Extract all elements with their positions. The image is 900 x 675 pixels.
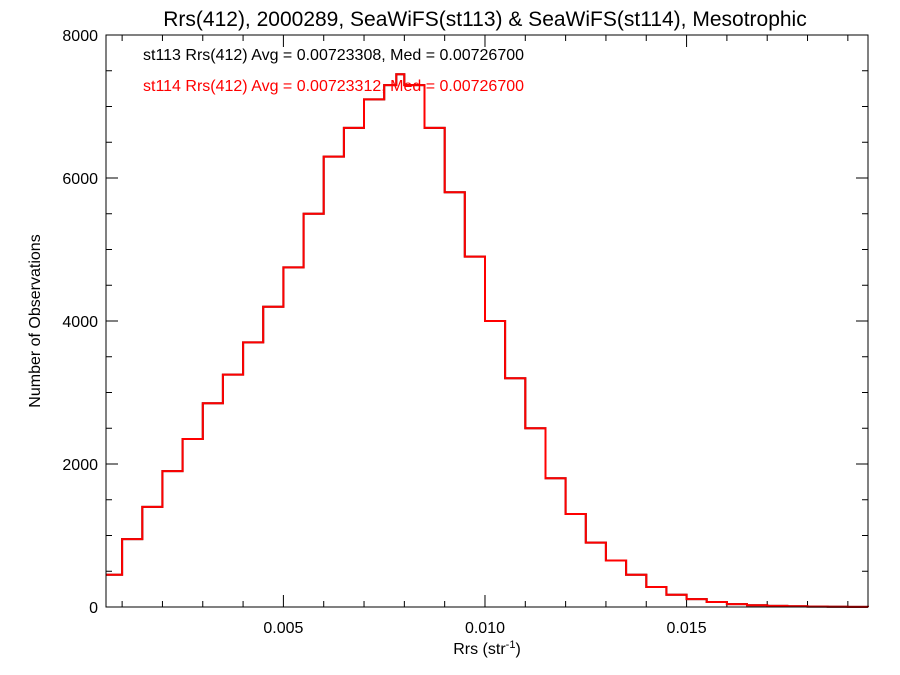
legend-entry-st113: st113 Rrs(412) Avg = 0.00723308, Med = 0… — [143, 47, 524, 64]
y-tick-label: 2000 — [62, 457, 98, 474]
plot-frame — [105, 34, 869, 608]
y-tick-label: 0 — [89, 600, 98, 617]
y-tick-label: 6000 — [62, 171, 98, 188]
y-tick-label: 8000 — [62, 28, 98, 45]
y-axis-label: Number of Observations — [27, 234, 44, 407]
x-tick-label: 0.005 — [263, 620, 303, 637]
x-axis-label: Rrs (str-1) — [453, 639, 521, 658]
legend-entry-st114: st114 Rrs(412) Avg = 0.00723312, Med = 0… — [143, 78, 524, 95]
series-st114-line — [106, 73, 869, 608]
y-tick-label: 4000 — [62, 314, 98, 331]
chart-title: Rrs(412), 2000289, SeaWiFS(st113) & SeaW… — [163, 8, 806, 31]
series-st113-line — [106, 73, 869, 608]
x-axis-label-exponent: -1 — [506, 639, 516, 651]
y-axis-ticks: 0 2000 4000 6000 8000 — [62, 28, 868, 617]
x-axis-ticks: 0.005 0.010 0.015 — [121, 35, 849, 637]
x-tick-label: 0.015 — [667, 620, 707, 637]
x-tick-label: 0.010 — [465, 620, 505, 637]
series-layer — [106, 73, 869, 608]
